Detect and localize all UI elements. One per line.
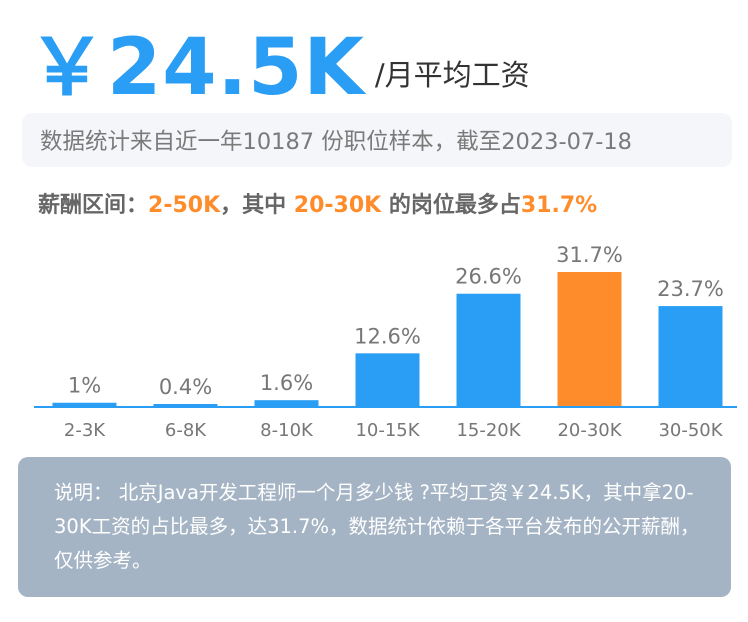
category-label-20-30K: 20-30K — [557, 420, 622, 441]
average-salary-value: ￥24.5K — [28, 23, 365, 113]
value-label-8-10K: 1.6% — [260, 371, 313, 395]
top-bucket: 20-30K — [293, 193, 382, 218]
bar-20-30K — [557, 272, 622, 407]
value-label-2-3K: 1% — [68, 374, 101, 398]
value-label-15-20K: 26.6% — [455, 265, 522, 289]
range-suffix: 的岗位最多占 — [381, 193, 521, 218]
category-label-15-20K: 15-20K — [456, 420, 521, 441]
top-share: 31.7% — [520, 193, 598, 218]
category-label-30-50K: 30-50K — [658, 420, 723, 441]
category-label-10-15K: 10-15K — [355, 420, 420, 441]
value-label-30-50K: 23.7% — [657, 277, 724, 301]
category-label-2-3K: 2-3K — [64, 420, 106, 441]
bar-10-15K — [355, 353, 420, 407]
range-value: 2-50K — [148, 193, 221, 218]
bar-8-10K — [254, 400, 319, 407]
sample-stat-box: 数据统计来自近一年10187 份职位样本，截至2023-07-18 — [22, 113, 732, 167]
sample-stat-text: 数据统计来自近一年10187 份职位样本，截至2023-07-18 — [40, 129, 632, 155]
value-label-6-8K: 0.4% — [159, 375, 212, 399]
range-middle: ，其中 — [220, 193, 294, 218]
salary-distribution-chart: 1% 2-3K 0.4% 6-8K 1.6% 8-10K 12.6% 10-15K 26.6% 1… — [34, 243, 737, 441]
category-label-8-10K: 8-10K — [260, 420, 314, 441]
note-text: 说明： 北京Java开发工程师一个月多少钱 ?平均工资￥24.5K，其中拿20-… — [54, 481, 700, 572]
bar-30-50K — [658, 306, 723, 407]
range-prefix: 薪酬区间： — [38, 193, 149, 218]
average-salary-unit: /月平均工资 — [374, 58, 530, 92]
bar-2-3K — [52, 402, 117, 407]
value-label-20-30K: 31.7% — [556, 243, 623, 267]
bar-6-8K — [153, 404, 218, 407]
category-label-6-8K: 6-8K — [165, 420, 207, 441]
bar-15-20K — [456, 293, 521, 407]
salary-headline: ￥24.5K /月平均工资 — [28, 18, 530, 108]
value-label-10-15K: 12.6% — [354, 324, 421, 348]
note-box: 说明： 北京Java开发工程师一个月多少钱 ?平均工资￥24.5K，其中拿20-… — [18, 457, 731, 597]
salary-range-summary: 薪酬区间：2-50K，其中 20-30K 的岗位最多占31.7% — [38, 187, 597, 219]
